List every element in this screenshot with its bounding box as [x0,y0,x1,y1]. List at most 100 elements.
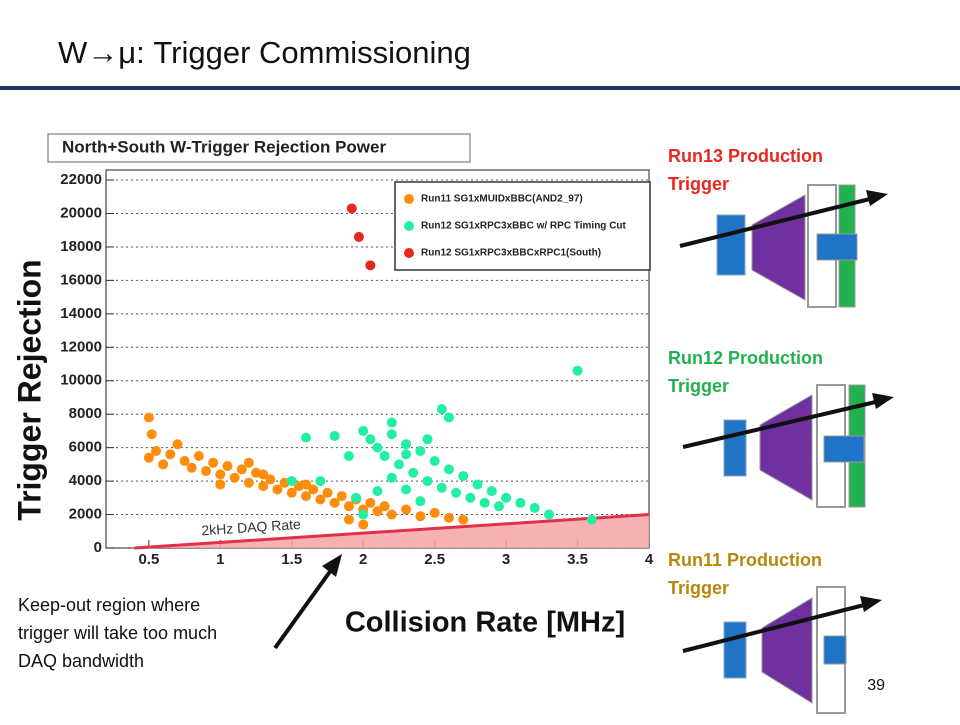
detector-magnet [761,597,813,704]
y-tick-label: 14000 [60,305,102,322]
y-tick-label: 18000 [60,238,102,255]
point [401,504,412,515]
legend-label: Run12 SG1xRPC3xBBC w/ RPC Timing Cut [421,221,627,232]
point [443,464,454,475]
x-tick-label: 4 [645,551,654,568]
point [201,466,212,477]
legend-label: Run12 SG1xRPC3xBBCxRPC1(South) [421,248,601,259]
point [458,471,469,482]
point [458,514,469,525]
chart-title: North+South W-Trigger Rejection Power [62,137,386,156]
point [215,469,226,480]
legend-label: Run11 SG1xMUIDxBBC(AND2_97) [421,194,583,205]
point [222,461,233,472]
chart-title-box [47,133,471,163]
detector-rpc-box [816,233,858,261]
panel-label: Run13 Production [668,146,823,166]
point [193,451,204,462]
x-tick-label: 2 [359,551,367,568]
point [386,417,397,428]
note-line: trigger will take too much [18,623,217,643]
y-tick-label: 12000 [60,338,102,355]
point [158,459,169,470]
point [465,492,476,503]
point [529,502,540,513]
y-axis-label: Trigger Rejection [11,259,47,520]
detector-box [823,635,847,665]
point [436,482,447,493]
point [336,491,347,502]
note-arrow [273,564,336,650]
x-axis-label: Collision Rate [MHz] [345,607,625,639]
point [179,456,190,467]
track-arrow [679,195,879,248]
track-arrow [682,398,885,449]
track-arrowhead [860,596,882,612]
point [358,509,369,520]
point [386,472,397,483]
point [422,434,433,445]
y-tick-label: 8000 [69,405,102,422]
point [151,445,162,456]
point [286,476,297,487]
point [243,457,254,468]
legend-swatch [404,221,414,231]
point [386,509,397,520]
legend-box [394,181,651,271]
panel-label: Run11 Production [668,550,822,570]
detector-station [723,419,747,477]
point [258,469,269,480]
panel-label: Run12 Production Trigger [668,348,823,396]
point [586,514,597,525]
y-tick-label: 22000 [60,171,102,188]
y-tick-label: 6000 [69,439,102,456]
track-arrowhead [866,190,888,206]
point [429,456,440,467]
y-tick-label: 2000 [69,506,102,523]
point [379,501,390,512]
point [493,501,504,512]
point [472,479,483,490]
point [401,484,412,495]
title-rule [0,86,960,90]
annotation-label: 2kHz DAQ Rate [201,516,302,538]
point [308,484,319,495]
y-tick-label: 4000 [69,472,102,489]
point [322,487,333,498]
point [215,479,226,490]
point [265,474,276,485]
point [243,477,254,488]
point [258,481,269,492]
point [386,429,397,440]
point [272,484,283,495]
point [379,451,390,462]
point [543,509,554,520]
point [286,487,297,498]
point [143,452,154,463]
note-arrowhead [322,554,342,577]
detector-magnet [759,394,813,501]
detector-rpc-box [823,435,865,463]
point [415,511,426,522]
x-tick-label: 0.5 [138,551,159,568]
point [365,497,376,508]
point [315,494,326,505]
panel: Run11 Production Trigger [668,550,882,714]
panel-label: Trigger [668,578,729,598]
legend-swatch [404,194,414,204]
panel-label: Trigger [668,376,729,396]
point [429,507,440,518]
point [501,492,512,503]
x-tick-label: 3 [502,551,510,568]
point [143,412,154,423]
x-tick-label: 1 [216,551,224,568]
track-arrowhead [872,393,894,409]
point [208,457,219,468]
page-number: 39 [867,677,885,694]
point [343,501,354,512]
track-arrow [682,601,873,653]
panel-label: Run13 Production Trigger [668,146,823,194]
point [315,476,326,487]
point [451,487,462,498]
